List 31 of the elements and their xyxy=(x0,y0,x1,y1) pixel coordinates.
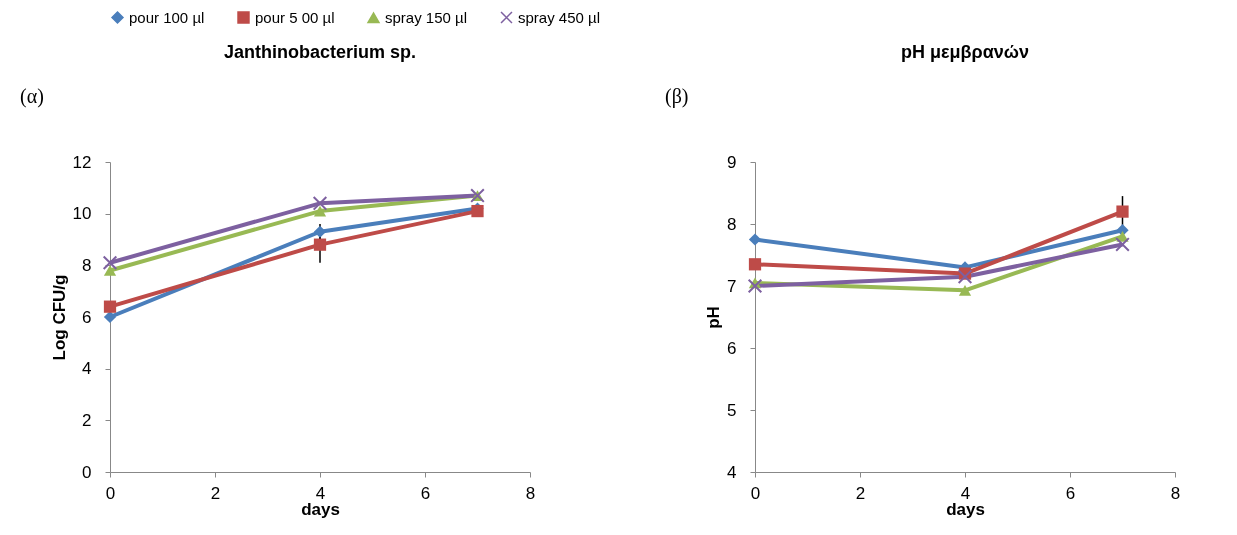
legend-label: pour 5 00 µl xyxy=(255,8,335,26)
legend-label: pour 100 µl xyxy=(129,8,205,26)
x-tick-label: 2 xyxy=(210,483,221,503)
x-tick-label: 0 xyxy=(750,483,761,503)
y-tick-label: 7 xyxy=(727,276,737,296)
y-tick-label: 8 xyxy=(82,255,92,275)
text: (α) xyxy=(20,85,44,108)
y-tick-label: 5 xyxy=(727,400,737,420)
y-tick-label: 6 xyxy=(82,307,92,327)
x-tick-label: 8 xyxy=(1170,483,1181,503)
x-tick-label: 0 xyxy=(105,483,116,503)
x-tick-label: 6 xyxy=(420,483,431,503)
x-tick-label: 8 xyxy=(525,483,536,503)
y-tick-label: 6 xyxy=(727,338,737,358)
x-tick-label: 2 xyxy=(855,483,866,503)
y-tick-label: 10 xyxy=(72,204,92,224)
text: (β) xyxy=(665,85,689,108)
y-tick-label: 0 xyxy=(82,462,92,482)
legend-label: spray 450 µl xyxy=(518,8,601,26)
y-tick-label: 4 xyxy=(82,359,92,379)
chart-title: Janthinobacterium sp. xyxy=(223,42,417,62)
legend-label: spray 150 µl xyxy=(385,8,468,26)
y-tick-label: 8 xyxy=(727,214,737,234)
y-tick-label: 4 xyxy=(727,462,737,482)
y-axis-title: pH xyxy=(704,306,724,329)
y-tick-label: 2 xyxy=(82,410,92,430)
x-tick-label: 6 xyxy=(1065,483,1076,503)
y-tick-label: 9 xyxy=(727,152,737,172)
y-tick-label: 12 xyxy=(72,152,92,172)
y-axis-title: Log CFU/g xyxy=(49,274,69,361)
chart-title: pH μεμβρανών xyxy=(901,42,1029,62)
